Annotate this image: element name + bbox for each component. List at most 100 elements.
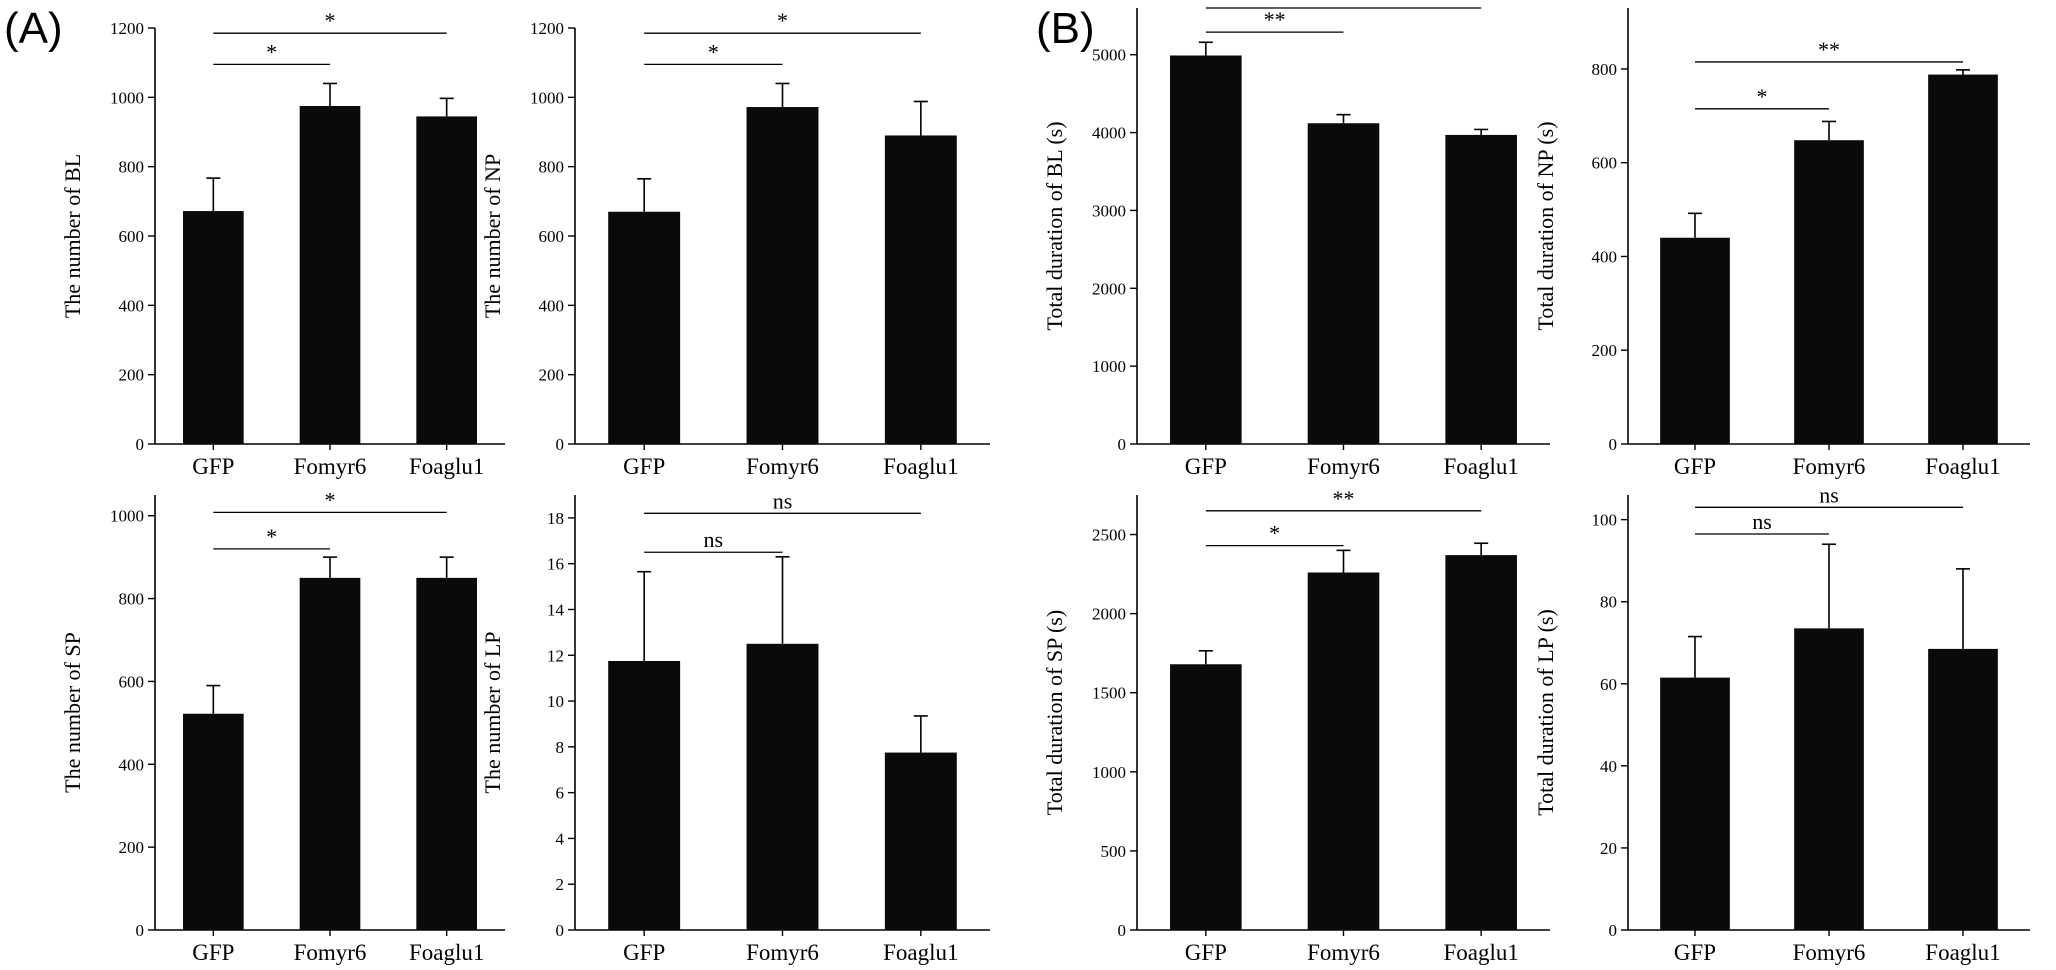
y-tick-label: 0: [556, 435, 565, 454]
y-tick-label: 0: [1609, 921, 1618, 940]
x-tick-label: GFP: [192, 454, 234, 479]
bar-gfp: [608, 211, 681, 444]
y-tick-label: 0: [556, 921, 565, 940]
bar-fomyr6: [299, 106, 361, 444]
significance-label: *: [777, 8, 788, 33]
significance-label: *: [1269, 521, 1280, 546]
y-axis-label: The number of LP: [480, 632, 505, 794]
y-tick-label: 80: [1600, 593, 1617, 612]
y-tick-label: 0: [136, 435, 145, 454]
x-tick-label: GFP: [192, 940, 234, 965]
significance-label: **: [1264, 7, 1286, 32]
x-tick-label: GFP: [1674, 454, 1716, 479]
panel-label-a: (A): [4, 4, 63, 53]
x-tick-label: Foaglu1: [1925, 940, 2000, 965]
y-tick-label: 800: [539, 158, 565, 177]
chart-3: 0 1000 2000 3000 4000 5000 Total duration of B…: [1042, 0, 1550, 479]
y-tick-label: 1000: [1092, 357, 1126, 376]
x-tick-label: Fomyr6: [294, 454, 367, 479]
y-tick-label: 12: [547, 646, 564, 665]
bar-gfp: [183, 211, 244, 444]
significance-label: **: [1818, 37, 1840, 62]
y-tick-label: 100: [1592, 511, 1618, 530]
significance-label: ns: [704, 527, 724, 552]
significance-label: *: [266, 524, 277, 549]
bar-foaglu1: [1445, 134, 1517, 444]
x-tick-label: Fomyr6: [1307, 940, 1380, 965]
y-axis-label: Total duration of LP (s): [1533, 609, 1558, 816]
x-tick-label: GFP: [1185, 940, 1227, 965]
bar-foaglu1: [884, 752, 957, 930]
y-tick-label: 200: [1592, 341, 1618, 360]
x-tick-label: Foaglu1: [409, 940, 484, 965]
significance-label: *: [708, 39, 719, 64]
y-tick-label: 8: [556, 738, 565, 757]
y-tick-label: 14: [547, 600, 565, 619]
y-axis-label: Total duration of BL (s): [1042, 121, 1067, 330]
x-tick-label: Fomyr6: [1793, 454, 1866, 479]
y-axis-label: Total duration of NP (s): [1533, 121, 1558, 330]
x-tick-label: Foaglu1: [883, 454, 958, 479]
bar-foaglu1: [1445, 555, 1517, 930]
y-tick-label: 800: [119, 590, 145, 609]
significance-label: *: [325, 8, 336, 33]
y-axis-label: Total duration of SP (s): [1042, 610, 1067, 815]
panel-label-b: (B): [1036, 4, 1095, 53]
x-tick-label: Foaglu1: [1925, 454, 2000, 479]
bar-fomyr6: [1307, 123, 1380, 444]
bar-fomyr6: [1794, 140, 1864, 444]
y-tick-label: 2000: [1092, 605, 1126, 624]
y-tick-label: 16: [547, 555, 564, 574]
y-axis-label: The number of NP: [480, 154, 505, 318]
y-tick-label: 600: [1592, 154, 1618, 173]
y-tick-label: 600: [119, 227, 145, 246]
bar-foaglu1: [416, 577, 477, 930]
y-tick-label: 0: [1118, 921, 1127, 940]
y-tick-label: 6: [556, 784, 565, 803]
x-tick-label: Foaglu1: [409, 454, 484, 479]
bar-gfp: [608, 660, 681, 930]
y-tick-label: 200: [119, 366, 145, 385]
significance-label: **: [1333, 486, 1355, 511]
significance-label: ns: [1752, 509, 1772, 534]
y-tick-label: 2000: [1092, 279, 1126, 298]
x-tick-label: Fomyr6: [1793, 940, 1866, 965]
y-tick-label: 0: [1118, 435, 1127, 454]
y-tick-label: 500: [1101, 842, 1127, 861]
y-tick-label: 800: [1592, 60, 1618, 79]
x-tick-label: Fomyr6: [294, 940, 367, 965]
y-tick-label: 4: [556, 829, 565, 848]
y-tick-label: 800: [119, 158, 145, 177]
y-tick-label: 400: [119, 755, 145, 774]
y-tick-label: 200: [539, 366, 565, 385]
bar-foaglu1: [884, 135, 957, 444]
bar-gfp: [1170, 55, 1242, 444]
x-tick-label: Foaglu1: [1443, 454, 1518, 479]
y-tick-label: 1200: [110, 19, 144, 38]
bar-fomyr6: [1307, 572, 1380, 930]
chart-2: 0 200 400 600 800 1000 1200 The number of NP GFP…: [480, 8, 990, 479]
significance-label: *: [266, 39, 277, 64]
y-tick-label: 3000: [1092, 201, 1126, 220]
y-tick-label: 5000: [1092, 46, 1126, 65]
significance-label: ns: [773, 488, 793, 513]
y-axis-label: The number of BL: [60, 154, 85, 318]
y-tick-label: 200: [119, 838, 145, 857]
x-tick-label: Foaglu1: [1443, 940, 1518, 965]
y-tick-label: 0: [136, 921, 145, 940]
y-tick-label: 18: [547, 509, 564, 528]
y-tick-label: 4000: [1092, 124, 1126, 143]
x-tick-label: Fomyr6: [746, 454, 819, 479]
y-tick-label: 1000: [110, 507, 144, 526]
chart-1: 0 200 400 600 800 1000 1200 The number of BL GFP…: [60, 8, 505, 479]
x-tick-label: Fomyr6: [1307, 454, 1380, 479]
y-tick-label: 20: [1600, 839, 1617, 858]
bar-gfp: [183, 713, 244, 930]
bar-fomyr6: [746, 107, 819, 444]
y-tick-label: 1200: [530, 19, 564, 38]
bar-foaglu1: [1928, 648, 1998, 930]
y-tick-label: 2500: [1092, 526, 1126, 545]
y-tick-label: 60: [1600, 675, 1617, 694]
y-tick-label: 10: [547, 692, 564, 711]
